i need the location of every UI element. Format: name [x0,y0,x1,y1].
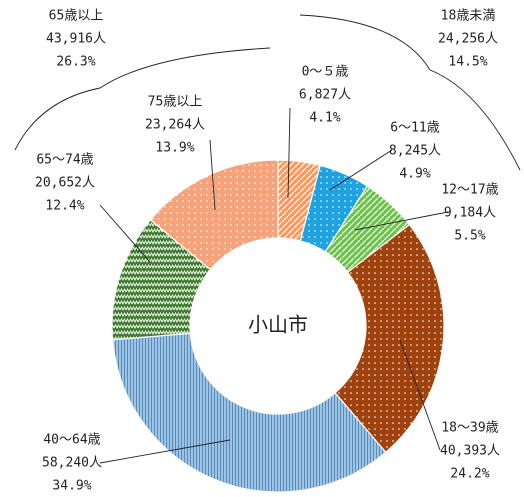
leader-line [399,339,441,451]
group-label: 65歳以上 [49,9,104,24]
category-label: 12～17歳 [441,183,498,198]
leader-line [99,439,231,464]
group-percent: 14.5% [448,55,487,70]
value-label: 6,827人 [299,88,351,103]
category-label: 75歳以上 [148,95,203,110]
value-label: 58,240人 [42,456,102,471]
category-label: 0～５歳 [302,65,349,80]
group-value: 24,256人 [438,32,498,47]
category-label: 65～74歳 [36,153,93,168]
category-label: 18～39歳 [441,421,498,436]
slice [111,332,387,493]
group-label: 18歳未満 [441,9,496,24]
percent-label: 34.9% [52,479,91,494]
leader-line [329,149,393,191]
group-bracket [299,14,521,171]
group-percent: 26.3% [56,55,95,70]
leader-line [209,139,216,211]
group-value: 43,916人 [46,32,106,47]
value-label: 20,652人 [35,176,95,191]
percent-label: 4.1% [309,111,340,126]
slice [334,223,445,454]
leader-line [287,107,291,199]
leader-line [99,204,151,263]
value-label: 23,264人 [145,118,205,133]
slice [149,159,279,271]
percent-label: 5.5% [454,229,485,244]
percent-label: 24.2% [450,467,489,482]
value-label: 8,245人 [389,144,441,159]
center-label: 小山市 [248,313,308,337]
percent-label: 4.9% [399,167,430,182]
percent-label: 13.9% [155,141,194,156]
group-bracket [14,47,271,151]
percent-label: 12.4% [45,199,84,214]
leader-line [354,211,449,231]
category-label: 6～11歳 [390,121,439,136]
value-label: 40,393人 [440,444,500,459]
value-label: 9,184人 [444,206,496,221]
category-label: 40～64歳 [43,433,100,448]
